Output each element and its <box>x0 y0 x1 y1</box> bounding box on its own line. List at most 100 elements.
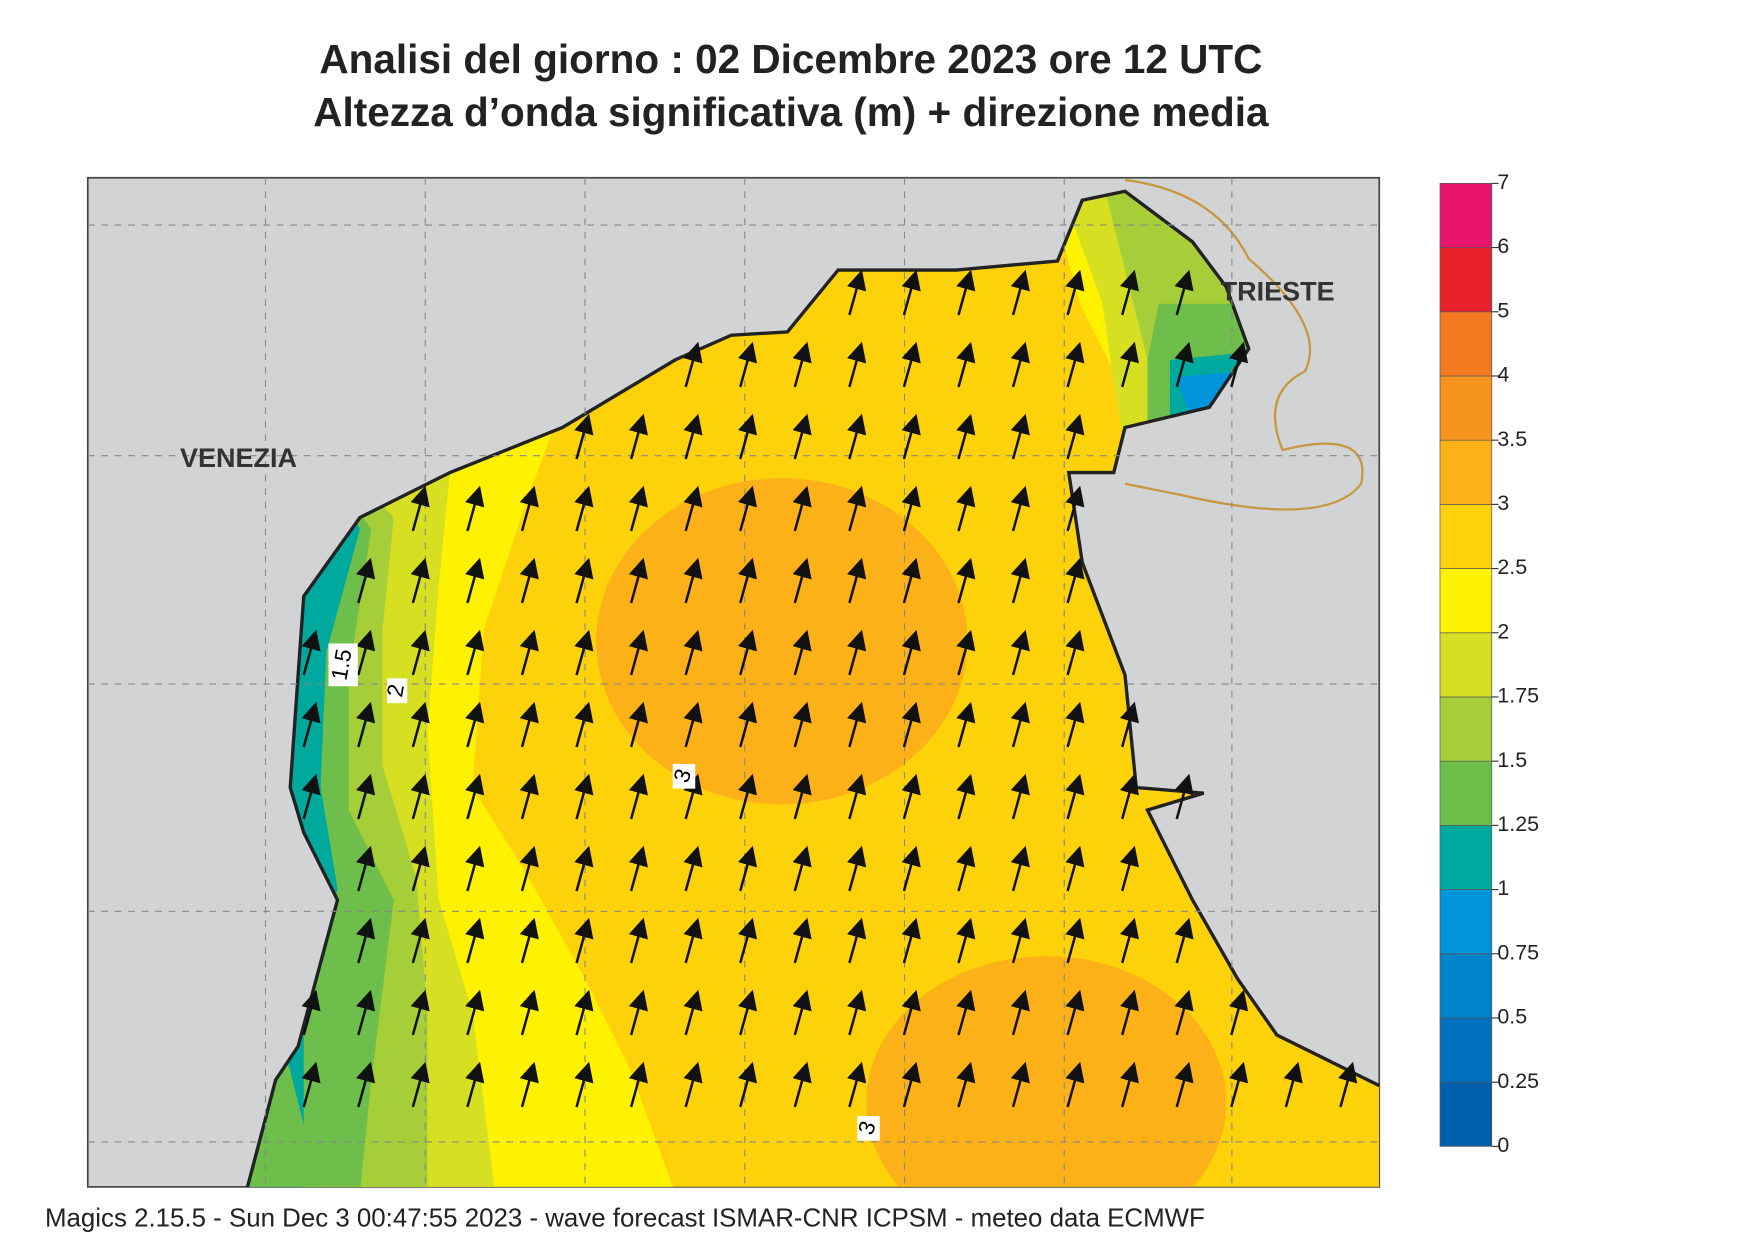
arrow <box>301 629 321 676</box>
arrow <box>1119 341 1140 388</box>
colorbar-label: 1.25 <box>1497 812 1539 836</box>
place-label: TRIESTE <box>1221 276 1335 306</box>
arrow <box>683 413 703 460</box>
colorbar-swatch <box>1439 1017 1493 1083</box>
arrow <box>574 701 594 748</box>
arrow <box>1065 917 1085 964</box>
band-3-3p5 <box>866 956 1227 1187</box>
arrow <box>737 341 758 388</box>
arrow <box>1010 341 1030 388</box>
arrow <box>792 557 812 604</box>
arrow <box>683 845 703 892</box>
arrow <box>737 485 758 532</box>
arrow <box>1119 989 1140 1036</box>
arrow <box>901 1061 921 1108</box>
colorbar: 0 0.25 0.5 0.75 1 1.25 1.5 1.75 2 2.5 3 3.5 4 5 6 7 <box>1439 170 1539 1157</box>
arrow <box>847 1061 867 1108</box>
arrow <box>628 845 648 892</box>
arrow <box>301 773 321 820</box>
arrow <box>410 989 430 1036</box>
colorbar-label: 0.5 <box>1497 1005 1527 1029</box>
arrow <box>410 629 430 676</box>
arrow <box>465 773 485 820</box>
arrow <box>792 773 812 820</box>
arrow <box>847 989 867 1036</box>
arrow <box>1229 341 1249 388</box>
arrow <box>1065 989 1085 1036</box>
colorbar-swatch <box>1439 568 1493 634</box>
arrow <box>574 773 594 820</box>
arrow <box>1119 845 1140 892</box>
arrow <box>1119 773 1140 820</box>
arrow <box>1010 1061 1030 1108</box>
arrow <box>683 557 703 604</box>
arrow <box>1229 1061 1249 1108</box>
arrow <box>847 341 867 388</box>
arrow <box>465 917 485 964</box>
arrow <box>574 557 594 604</box>
arrow <box>574 413 594 460</box>
arrow <box>792 485 812 532</box>
arrow <box>1119 1061 1140 1108</box>
subtitle: Altezza d’onda significativa (m) + direz… <box>313 89 1269 135</box>
arrow <box>1010 557 1030 604</box>
arrow <box>465 557 485 604</box>
arrow <box>465 701 485 748</box>
arrow <box>683 1061 703 1108</box>
arrow <box>737 629 758 676</box>
colorbar-swatch <box>1439 953 1493 1019</box>
arrow <box>628 773 648 820</box>
arrow <box>410 557 430 604</box>
arrow <box>1174 341 1194 388</box>
arrow <box>847 773 867 820</box>
arrow <box>1010 485 1030 532</box>
arrow <box>519 1061 539 1108</box>
colorbar-swatch <box>1439 825 1493 890</box>
colorbar-label: 1 <box>1497 876 1509 900</box>
arrow <box>1010 701 1030 748</box>
arrow <box>792 341 812 388</box>
arrow <box>1338 1061 1358 1108</box>
arrow <box>574 1061 594 1108</box>
arrow <box>737 917 758 964</box>
label-bg <box>328 643 358 687</box>
arrow <box>356 557 376 604</box>
arrow <box>356 773 376 820</box>
arrow <box>901 629 921 676</box>
colorbar-swatch <box>1439 632 1493 698</box>
arrow <box>1174 1061 1194 1108</box>
arrow <box>1065 413 1085 460</box>
colorbar-label: 0.75 <box>1497 940 1539 964</box>
arrow <box>574 629 594 676</box>
arrow <box>301 1061 321 1108</box>
arrow <box>519 989 539 1036</box>
arrow <box>628 557 648 604</box>
arrow <box>628 413 648 460</box>
colorbar-label: 3.5 <box>1497 427 1527 451</box>
arrow <box>956 845 976 892</box>
colorbar-label: 6 <box>1497 234 1509 258</box>
arrow <box>410 1061 430 1108</box>
arrow <box>1065 629 1085 676</box>
colorbar-swatch <box>1439 375 1493 441</box>
colorbar-label: 2 <box>1497 619 1509 643</box>
arrow <box>519 629 539 676</box>
arrow <box>574 485 594 532</box>
arrow <box>847 701 867 748</box>
band-3-3p5 <box>596 478 968 805</box>
colorbar-swatch <box>1439 183 1493 248</box>
arrow <box>956 1061 976 1108</box>
arrow <box>628 629 648 676</box>
coastline <box>245 189 1380 1188</box>
arrow <box>465 1061 485 1108</box>
arrow <box>792 917 812 964</box>
arrow <box>628 701 648 748</box>
arrow <box>519 701 539 748</box>
arrow <box>356 845 376 892</box>
arrow <box>1119 917 1140 964</box>
colorbar-label: 0.25 <box>1497 1069 1539 1093</box>
arrow <box>519 917 539 964</box>
contour-label: 1.5 <box>327 647 357 682</box>
arrow <box>792 845 812 892</box>
arrow <box>1010 269 1030 316</box>
